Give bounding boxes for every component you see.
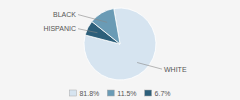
legend-label: 81.8% xyxy=(79,90,99,97)
legend-swatch xyxy=(69,90,76,96)
legend-swatch xyxy=(145,90,152,96)
leader-line xyxy=(78,15,107,23)
chart: WHITE HISPANIC BLACK 81.8% 11.5% 6.7% xyxy=(0,0,240,100)
legend: 81.8% 11.5% 6.7% xyxy=(69,90,170,97)
pie-slice xyxy=(92,9,120,44)
leader-line xyxy=(78,29,97,33)
legend-label: 11.5% xyxy=(117,90,136,97)
legend-label: 6.7% xyxy=(155,90,171,97)
background xyxy=(0,0,240,100)
slice-label: HISPANIC xyxy=(43,25,76,32)
slice-labels: WHITE HISPANIC BLACK xyxy=(43,11,186,73)
slice-label: WHITE xyxy=(164,66,187,73)
slice-label: BLACK xyxy=(53,11,76,18)
leader-line xyxy=(137,63,162,70)
legend-swatch xyxy=(107,90,114,96)
